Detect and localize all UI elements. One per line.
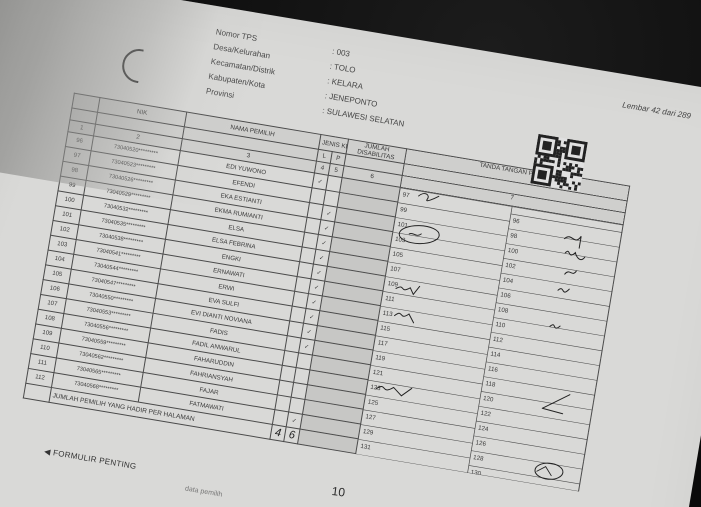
svg-text:104: 104 [502, 276, 514, 285]
svg-text:96: 96 [512, 217, 520, 225]
svg-text:129: 129 [362, 427, 374, 436]
svg-text:102: 102 [504, 261, 516, 270]
svg-text:111: 111 [384, 294, 395, 303]
svg-text:114: 114 [490, 350, 501, 359]
svg-text:105: 105 [392, 250, 404, 259]
svg-text:122: 122 [480, 409, 492, 418]
svg-text:98: 98 [509, 232, 517, 240]
svg-text:101: 101 [397, 220, 409, 229]
svg-text:126: 126 [475, 439, 487, 448]
svg-text:130: 130 [470, 468, 482, 477]
svg-text:100: 100 [507, 246, 519, 255]
svg-text:121: 121 [372, 368, 384, 377]
svg-text:128: 128 [472, 454, 484, 463]
svg-text:99: 99 [399, 206, 407, 214]
svg-text:112: 112 [492, 335, 503, 344]
svg-text:118: 118 [485, 380, 496, 389]
svg-text:119: 119 [374, 353, 385, 362]
svg-text:97: 97 [402, 191, 410, 199]
svg-text:127: 127 [364, 413, 376, 422]
svg-text:115: 115 [379, 324, 390, 333]
svg-text:107: 107 [389, 265, 401, 274]
svg-text:113: 113 [382, 309, 393, 318]
svg-text:110: 110 [494, 320, 505, 329]
svg-text:106: 106 [499, 291, 511, 300]
svg-text:131: 131 [359, 442, 371, 451]
svg-text:124: 124 [477, 424, 489, 433]
svg-text:116: 116 [487, 365, 498, 374]
svg-text:123: 123 [369, 383, 381, 392]
svg-text:117: 117 [377, 339, 388, 348]
svg-text:120: 120 [482, 394, 494, 403]
svg-text:108: 108 [497, 306, 509, 315]
svg-text:125: 125 [367, 398, 379, 407]
